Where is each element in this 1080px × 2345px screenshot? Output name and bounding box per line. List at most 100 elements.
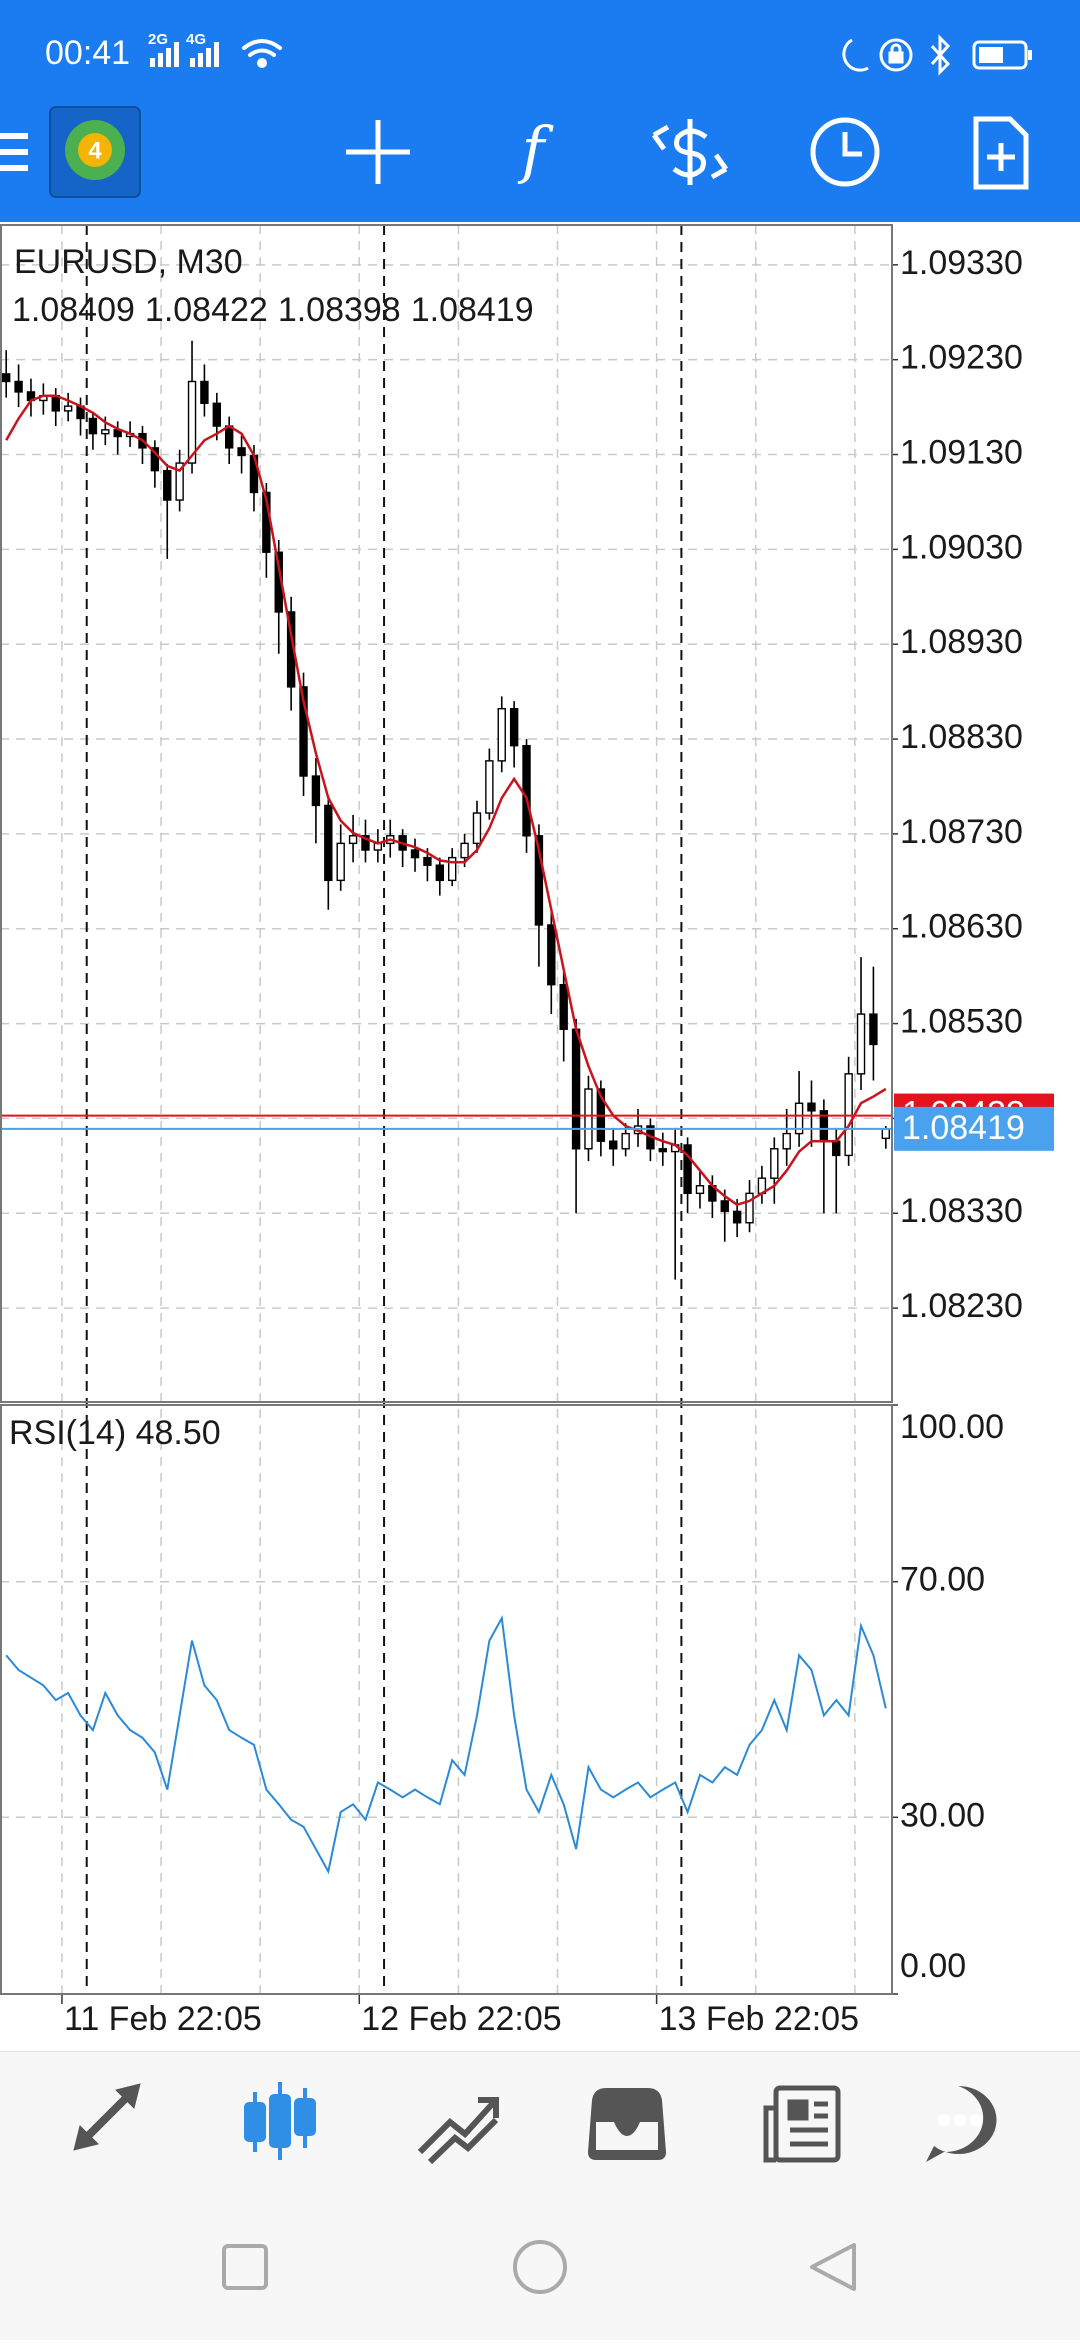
ohlc-value: 1.08422 bbox=[145, 291, 268, 329]
candle-body bbox=[88, 417, 98, 435]
rsi-line bbox=[5, 1615, 887, 1875]
bluetooth-icon bbox=[930, 34, 951, 76]
candle-body bbox=[609, 1140, 618, 1150]
candle-body bbox=[175, 462, 184, 501]
candle-body bbox=[856, 1013, 866, 1075]
candle-body bbox=[224, 425, 234, 449]
trade-button[interactable] bbox=[651, 119, 729, 185]
y-tick-label: 1.08930 bbox=[900, 623, 1023, 661]
trade-tab[interactable] bbox=[417, 2097, 499, 2165]
candle-body bbox=[187, 380, 197, 464]
quotes-tab[interactable] bbox=[73, 2083, 141, 2151]
app-logo[interactable]: 4 bbox=[49, 106, 141, 198]
y-tick-label: 1.08730 bbox=[900, 813, 1023, 851]
bid-label: 1.08419 bbox=[902, 1109, 1025, 1147]
signal-2 bbox=[190, 42, 219, 67]
candle-body bbox=[720, 1200, 729, 1213]
y-tick-label: 100.00 bbox=[900, 1408, 1004, 1446]
candle-body bbox=[423, 856, 432, 866]
candle-body bbox=[683, 1144, 692, 1195]
x-tick-label: 12 Feb 22:05 bbox=[361, 2000, 561, 2038]
candle-body bbox=[101, 429, 110, 435]
candle-body bbox=[435, 864, 445, 882]
candle-body bbox=[485, 760, 494, 814]
y-tick-label: 1.08830 bbox=[900, 718, 1023, 756]
candle-body bbox=[745, 1192, 754, 1224]
x-tick-label: 13 Feb 22:05 bbox=[659, 2000, 859, 2038]
chat-tab[interactable] bbox=[926, 2085, 997, 2162]
battery-icon bbox=[972, 40, 1032, 70]
candle-body bbox=[571, 1028, 581, 1150]
candle-body bbox=[621, 1132, 630, 1150]
candle-body bbox=[311, 775, 321, 807]
candle-body bbox=[658, 1148, 668, 1153]
back-button[interactable] bbox=[810, 2243, 856, 2291]
network-type: 2G bbox=[148, 31, 168, 48]
bid-label-box bbox=[894, 1106, 1054, 1151]
candle-body bbox=[299, 686, 308, 777]
network-type: 4G bbox=[186, 31, 206, 48]
candle-body bbox=[410, 849, 420, 859]
candle-body bbox=[695, 1185, 705, 1195]
candle-body bbox=[336, 842, 345, 882]
ohlc-value: 1.08419 bbox=[411, 291, 534, 329]
candle-body bbox=[237, 447, 246, 457]
recents-button[interactable] bbox=[222, 2244, 268, 2290]
candle-body bbox=[782, 1132, 791, 1150]
y-tick-label: 1.08330 bbox=[900, 1192, 1023, 1230]
candle-body bbox=[522, 744, 531, 837]
candle-body bbox=[150, 447, 160, 472]
candle-body bbox=[348, 835, 358, 845]
crosshair-button[interactable] bbox=[346, 120, 410, 184]
ohlc-header: 1.08409 1.08422 1.08398 1.08419 bbox=[12, 291, 534, 329]
candle-body bbox=[559, 983, 568, 1030]
status-icons: 2G 4G bbox=[148, 31, 1032, 76]
toolbar-icons: 4 f bbox=[0, 106, 1029, 198]
y-tick-label: 1.09130 bbox=[900, 434, 1023, 472]
news-tab[interactable] bbox=[763, 2085, 841, 2163]
system-nav-icons bbox=[222, 2240, 856, 2294]
candle-body bbox=[584, 1088, 593, 1150]
menu-button[interactable] bbox=[0, 133, 28, 171]
home-button[interactable] bbox=[513, 2240, 567, 2294]
y-tick-label: 30.00 bbox=[900, 1796, 985, 1834]
chart-tab[interactable] bbox=[244, 2082, 316, 2160]
moon-icon bbox=[842, 38, 869, 72]
symbol-title: EURUSD, M30 bbox=[14, 243, 243, 281]
candle-body bbox=[497, 707, 506, 762]
new-order-button[interactable] bbox=[973, 116, 1029, 190]
y-tick-label: 1.08530 bbox=[900, 1003, 1023, 1041]
indicators-button[interactable]: f bbox=[518, 113, 555, 186]
ohlc-value: 1.08409 bbox=[12, 291, 135, 329]
candle-body bbox=[534, 835, 544, 926]
lock-icon bbox=[879, 38, 913, 72]
candle-body bbox=[770, 1148, 779, 1179]
x-tick-label: 11 Feb 22:05 bbox=[64, 2000, 262, 2038]
nav-icons bbox=[73, 2082, 997, 2165]
y-tick-label: 1.09030 bbox=[900, 528, 1023, 566]
indicator-title: RSI(14) 48.50 bbox=[9, 1414, 221, 1452]
y-tick-label: 70.00 bbox=[900, 1561, 985, 1599]
app-badge: 4 bbox=[88, 137, 102, 164]
candle-body bbox=[447, 856, 457, 882]
candle-body bbox=[51, 395, 60, 412]
candle-body bbox=[807, 1102, 816, 1112]
y-tick-label: 1.09330 bbox=[900, 244, 1023, 282]
candle-body bbox=[14, 380, 23, 393]
history-tab[interactable] bbox=[588, 2088, 666, 2160]
price-pane-frame bbox=[0, 224, 893, 1403]
candle-body bbox=[472, 812, 482, 845]
candle-body bbox=[794, 1102, 804, 1135]
signal-1 bbox=[150, 42, 179, 67]
candle-body bbox=[460, 842, 469, 859]
candle-body bbox=[324, 804, 333, 882]
history-button[interactable] bbox=[810, 117, 880, 187]
y-tick-label: 0.00 bbox=[900, 1947, 966, 1985]
candle-body bbox=[163, 469, 172, 501]
wifi-icon bbox=[242, 39, 282, 68]
candle-body bbox=[732, 1210, 742, 1224]
candle-body bbox=[212, 402, 222, 427]
candle-body bbox=[509, 707, 519, 747]
candle-body bbox=[832, 1140, 841, 1157]
